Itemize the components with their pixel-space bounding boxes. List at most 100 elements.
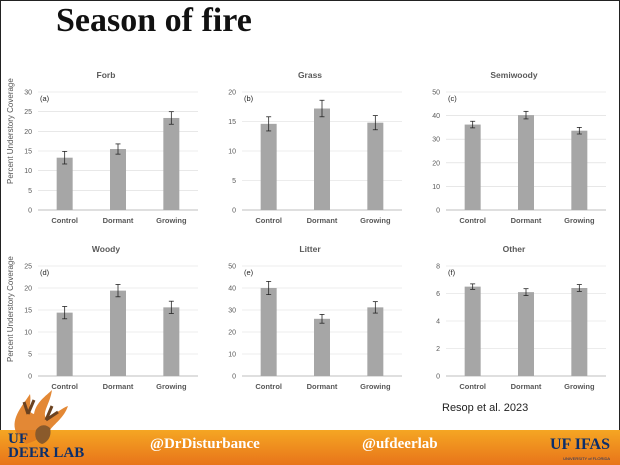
y-tick-label: 6 bbox=[436, 291, 440, 298]
bar-control bbox=[260, 123, 277, 210]
bar-control bbox=[464, 124, 481, 210]
slide-title: Season of fire bbox=[56, 2, 252, 39]
y-tick-label: 20 bbox=[24, 286, 32, 293]
chart-title: Woody bbox=[92, 244, 120, 254]
x-tick-label: Control bbox=[255, 216, 282, 225]
panel-letter: (d) bbox=[40, 268, 50, 277]
y-tick-label: 40 bbox=[432, 113, 440, 120]
uf-ifas-logo: UF IFAS bbox=[550, 436, 610, 453]
x-tick-label: Control bbox=[51, 382, 78, 391]
y-tick-label: 25 bbox=[24, 264, 32, 271]
deer-lab-wordmark-bottom: DEER LAB bbox=[8, 445, 85, 461]
y-tick-label: 20 bbox=[228, 330, 236, 337]
y-tick-label: 10 bbox=[432, 184, 440, 191]
x-tick-label: Control bbox=[51, 216, 78, 225]
bar-dormant bbox=[314, 318, 330, 376]
y-tick-label: 2 bbox=[436, 346, 440, 353]
y-tick-label: 25 bbox=[24, 109, 32, 116]
bar-control bbox=[260, 288, 277, 376]
bar-dormant bbox=[518, 292, 534, 376]
bar-control bbox=[464, 286, 481, 376]
y-tick-label: 5 bbox=[28, 352, 32, 359]
citation-credit: Resop et al. 2023 bbox=[442, 402, 529, 414]
x-tick-label: Growing bbox=[156, 216, 187, 225]
bar-dormant bbox=[518, 115, 534, 210]
x-tick-label: Growing bbox=[564, 382, 595, 391]
bar-control bbox=[56, 312, 73, 376]
x-tick-label: Growing bbox=[360, 382, 391, 391]
panel-letter: (c) bbox=[448, 94, 457, 103]
bar-dormant bbox=[110, 149, 126, 210]
chart-panel-grass: Grass 0 5 10 15 20 (b) Control Dormant Growing bbox=[228, 70, 402, 225]
y-tick-label: 15 bbox=[24, 308, 32, 315]
chart-panel-semiwoody: Semiwoody 0 10 20 30 40 50 (c) Control Dormant Gro… bbox=[432, 70, 606, 225]
y-tick-label: 20 bbox=[24, 129, 32, 136]
chart-panel-litter: Litter 0 10 20 30 40 50 (e) Control Dormant Growin… bbox=[228, 244, 402, 391]
bar-growing bbox=[367, 307, 384, 376]
y-tick-label: 0 bbox=[436, 374, 440, 381]
chart-title: Semiwoody bbox=[490, 70, 538, 80]
x-tick-label: Dormant bbox=[511, 216, 542, 225]
x-tick-label: Growing bbox=[360, 216, 391, 225]
deer-lab-wordmark: UF DEER LAB bbox=[8, 431, 85, 461]
chart-title: Litter bbox=[299, 244, 321, 254]
twitter-handle-drdisturbance[interactable]: @DrDisturbance bbox=[150, 436, 260, 452]
y-tick-label: 30 bbox=[228, 308, 236, 315]
x-tick-label: Control bbox=[459, 382, 486, 391]
x-tick-label: Dormant bbox=[103, 382, 134, 391]
chart-title: Forb bbox=[97, 70, 116, 80]
bar-dormant bbox=[110, 290, 126, 376]
bar-growing bbox=[163, 117, 180, 210]
panel-letter: (e) bbox=[244, 268, 254, 277]
y-tick-label: 0 bbox=[436, 208, 440, 215]
deer-lab-wordmark-top: UF bbox=[8, 431, 28, 447]
x-tick-label: Growing bbox=[156, 382, 187, 391]
y-tick-label: 0 bbox=[232, 208, 236, 215]
y-tick-label: 10 bbox=[228, 352, 236, 359]
x-tick-label: Control bbox=[255, 382, 282, 391]
panel-letter: (b) bbox=[244, 94, 254, 103]
y-tick-label: 10 bbox=[228, 149, 236, 156]
x-tick-label: Dormant bbox=[511, 382, 542, 391]
panel-letter: (a) bbox=[40, 94, 50, 103]
deer-lab-logo-icon bbox=[14, 390, 69, 444]
x-tick-label: Dormant bbox=[307, 216, 338, 225]
y-tick-label: 15 bbox=[24, 149, 32, 156]
bar-growing bbox=[571, 288, 588, 376]
chart-panel-other: Other 0 2 4 6 8 (f) Control Dormant Growing bbox=[436, 244, 606, 391]
chart-panel-woody: Woody 0 5 10 15 20 25 (d) Control Dormant Growing bbox=[24, 244, 198, 391]
y-tick-label: 50 bbox=[228, 264, 236, 271]
y-tick-label: 10 bbox=[24, 330, 32, 337]
footer-bar: @DrDisturbance @ufdeerlab UF IFAS UNIVER… bbox=[0, 430, 620, 465]
bar-dormant bbox=[314, 108, 330, 210]
bar-control bbox=[56, 157, 73, 210]
y-tick-label: 40 bbox=[228, 286, 236, 293]
y-tick-label: 10 bbox=[24, 168, 32, 175]
x-tick-label: Growing bbox=[564, 216, 595, 225]
chart-title: Grass bbox=[298, 70, 322, 80]
y-tick-label: 5 bbox=[232, 178, 236, 185]
y-tick-label: 15 bbox=[228, 119, 236, 126]
uf-ifas-logo-subtitle: UNIVERSITY of FLORIDA bbox=[563, 456, 610, 461]
bar-growing bbox=[571, 130, 588, 210]
y-tick-label: 4 bbox=[436, 319, 440, 326]
x-tick-label: Dormant bbox=[103, 216, 134, 225]
y-tick-label: 50 bbox=[432, 90, 440, 97]
y-tick-label: 30 bbox=[432, 137, 440, 144]
x-tick-label: Control bbox=[459, 216, 486, 225]
y-tick-label: 20 bbox=[432, 160, 440, 167]
x-tick-label: Dormant bbox=[307, 382, 338, 391]
chart-title: Other bbox=[503, 244, 526, 254]
y-tick-label: 0 bbox=[232, 374, 236, 381]
y-tick-label: 0 bbox=[28, 208, 32, 215]
panel-letter: (f) bbox=[448, 268, 456, 277]
y-tick-label: 0 bbox=[28, 374, 32, 381]
y-tick-label: 8 bbox=[436, 264, 440, 271]
chart-panel-forb: Forb 0 5 10 15 20 25 30 (a) Control Dormant Growing bbox=[24, 70, 198, 225]
y-tick-label: 30 bbox=[24, 90, 32, 97]
y-tick-label: 20 bbox=[228, 90, 236, 97]
bar-growing bbox=[367, 122, 384, 210]
twitter-handle-ufdeerlab[interactable]: @ufdeerlab bbox=[362, 436, 438, 452]
bar-growing bbox=[163, 307, 180, 376]
